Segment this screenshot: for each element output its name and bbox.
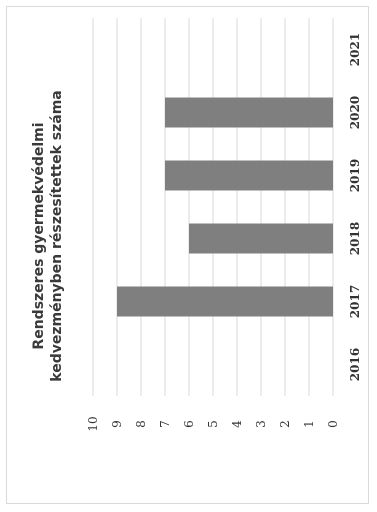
- x-category-label: 2018: [348, 222, 362, 255]
- y-tick-label: 5: [206, 420, 220, 428]
- chart-title: Rendszeres gyermekvédelmi kedvezményben r…: [31, 90, 65, 381]
- y-tick-label: 4: [230, 420, 244, 428]
- x-category-label: 2020: [348, 96, 362, 129]
- y-tick-label: 1: [302, 420, 316, 428]
- x-axis-categories: 2016 2017 2018 2019 2020 2021: [348, 33, 362, 381]
- y-tick-label: 6: [182, 420, 196, 428]
- y-tick-label: 0: [326, 420, 340, 428]
- y-tick-label: 8: [134, 420, 148, 428]
- y-tick-label: 10: [86, 416, 100, 431]
- chart-title-line: kedvezményben részesítettek száma: [49, 90, 65, 381]
- y-tick-label: 2: [278, 420, 292, 428]
- gridlines: [92, 18, 334, 396]
- x-category-label: 2016: [348, 348, 362, 381]
- bars: [117, 97, 333, 317]
- bar: [117, 286, 333, 317]
- y-tick-label: 9: [110, 420, 124, 428]
- bar: [165, 97, 333, 128]
- x-category-label: 2021: [348, 33, 362, 66]
- chart-title-line: Rendszeres gyermekvédelmi: [31, 122, 47, 349]
- y-tick-label: 7: [158, 420, 172, 428]
- bar: [189, 223, 333, 254]
- y-tick-label: 3: [254, 420, 268, 428]
- x-category-label: 2019: [348, 159, 362, 192]
- y-axis-ticks: 0 1 2 3 4 5 6 7 8 9 10: [86, 416, 340, 431]
- bar: [165, 160, 333, 191]
- x-category-label: 2017: [348, 285, 362, 318]
